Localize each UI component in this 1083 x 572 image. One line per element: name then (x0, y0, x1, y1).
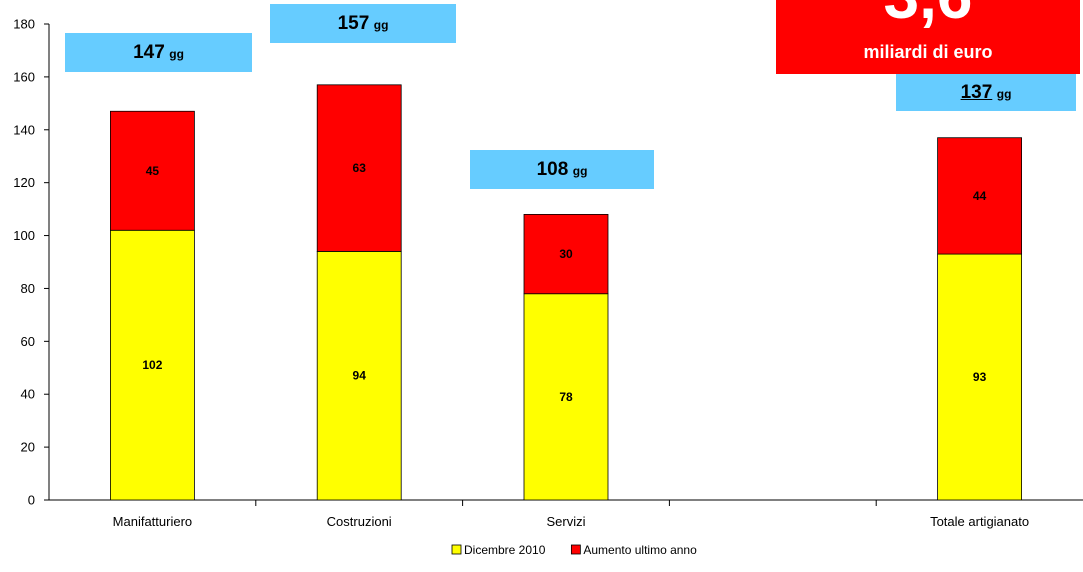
data-label: 94 (353, 369, 367, 383)
y-tick-label: 0 (28, 493, 35, 508)
highlight-unit: miliardi di euro (863, 42, 993, 62)
total-callout: 157 gg (270, 4, 456, 43)
y-tick-label: 180 (13, 17, 35, 32)
bar-segment (110, 229, 195, 501)
callout-value: 157 (337, 13, 370, 34)
x-tick-label: Costruzioni (327, 514, 392, 529)
bar-segment (316, 251, 402, 501)
callout-unit: gg (996, 87, 1012, 101)
bar-segment (110, 110, 195, 231)
legend-swatch (570, 544, 581, 555)
legend-label: Aumento ultimo anno (583, 543, 697, 557)
data-label: 63 (353, 161, 367, 175)
bar-segment (316, 84, 402, 252)
callout-value: 137 (960, 82, 993, 103)
x-tick-label: Manifatturiero (113, 514, 192, 529)
total-callout: 147 gg (65, 33, 252, 72)
y-tick-label: 60 (21, 334, 35, 349)
y-tick-label: 80 (21, 281, 35, 296)
data-label: 45 (146, 164, 160, 178)
x-tick-label: Totale artigianato (930, 514, 1029, 529)
bar-segment (523, 213, 609, 295)
data-label: 44 (973, 189, 987, 203)
y-tick-label: 160 (13, 69, 35, 84)
y-tick-label: 100 (13, 228, 35, 243)
bar-segment (937, 137, 1022, 255)
highlight-value: 3,6 (776, 0, 1080, 28)
callout-unit: gg (373, 18, 389, 32)
callout-unit: gg (572, 164, 588, 178)
bar-segment (523, 293, 609, 501)
y-tick-label: 20 (21, 440, 35, 455)
total-callout: 108 gg (470, 150, 654, 189)
data-label: 30 (559, 247, 573, 261)
y-tick-label: 40 (21, 387, 35, 402)
data-label: 93 (973, 370, 987, 384)
data-label: 102 (142, 358, 162, 372)
bar-segment (937, 253, 1022, 501)
callout-value: 147 (133, 42, 165, 63)
legend-swatch (451, 544, 462, 555)
y-tick-label: 140 (13, 122, 35, 137)
data-label: 78 (559, 390, 573, 404)
callout-unit: gg (169, 47, 184, 61)
callout-value: 108 (536, 159, 569, 180)
highlight-box: 3,6 miliardi di euro (776, 0, 1080, 74)
x-tick-label: Servizi (546, 514, 585, 529)
legend-label: Dicembre 2010 (464, 543, 546, 557)
y-tick-label: 120 (13, 175, 35, 190)
total-callout: 137 gg (896, 74, 1076, 111)
